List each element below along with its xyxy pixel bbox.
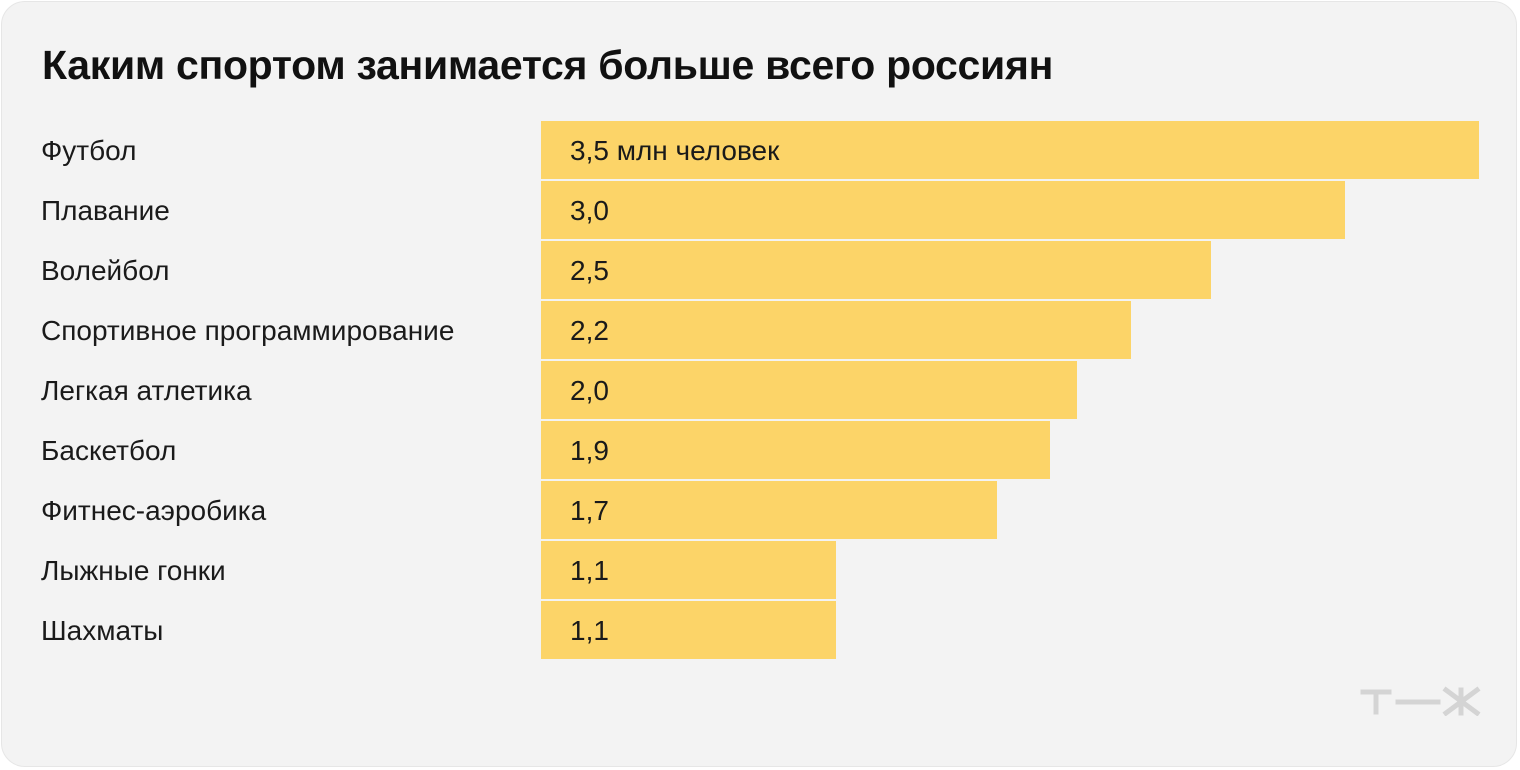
tzh-logo	[1360, 686, 1481, 716]
category-label: Баскетбол	[41, 435, 176, 466]
bar-1	[541, 121, 1479, 179]
value-label: 2,5	[570, 255, 609, 286]
value-label: 3,0	[570, 195, 609, 226]
value-label: 2,2	[570, 315, 609, 346]
category-label: Спортивное программирование	[41, 315, 454, 346]
value-label: 1,1	[570, 615, 609, 646]
category-label: Фитнес-аэробика	[41, 495, 267, 526]
bar-8	[541, 541, 836, 599]
value-label: 2,0	[570, 375, 609, 406]
chart-title: Каким спортом занимается больше всего ро…	[42, 42, 1054, 88]
category-label: Плавание	[41, 195, 170, 226]
bar-7	[541, 481, 997, 539]
bar-4	[541, 301, 1131, 359]
bar-6	[541, 421, 1050, 479]
category-label: Легкая атлетика	[41, 375, 252, 406]
category-label: Лыжные гонки	[41, 555, 226, 586]
value-label: 1,9	[570, 435, 609, 466]
bar-5	[541, 361, 1077, 419]
value-label: 1,1	[570, 555, 609, 586]
value-label: 1,7	[570, 495, 609, 526]
value-label: 3,5 млн человек	[570, 135, 780, 166]
category-label: Футбол	[41, 135, 136, 166]
category-label: Волейбол	[41, 255, 170, 286]
bar-2	[541, 181, 1345, 239]
category-label: Шахматы	[41, 615, 163, 646]
bar-9	[541, 601, 836, 659]
bar-3	[541, 241, 1211, 299]
